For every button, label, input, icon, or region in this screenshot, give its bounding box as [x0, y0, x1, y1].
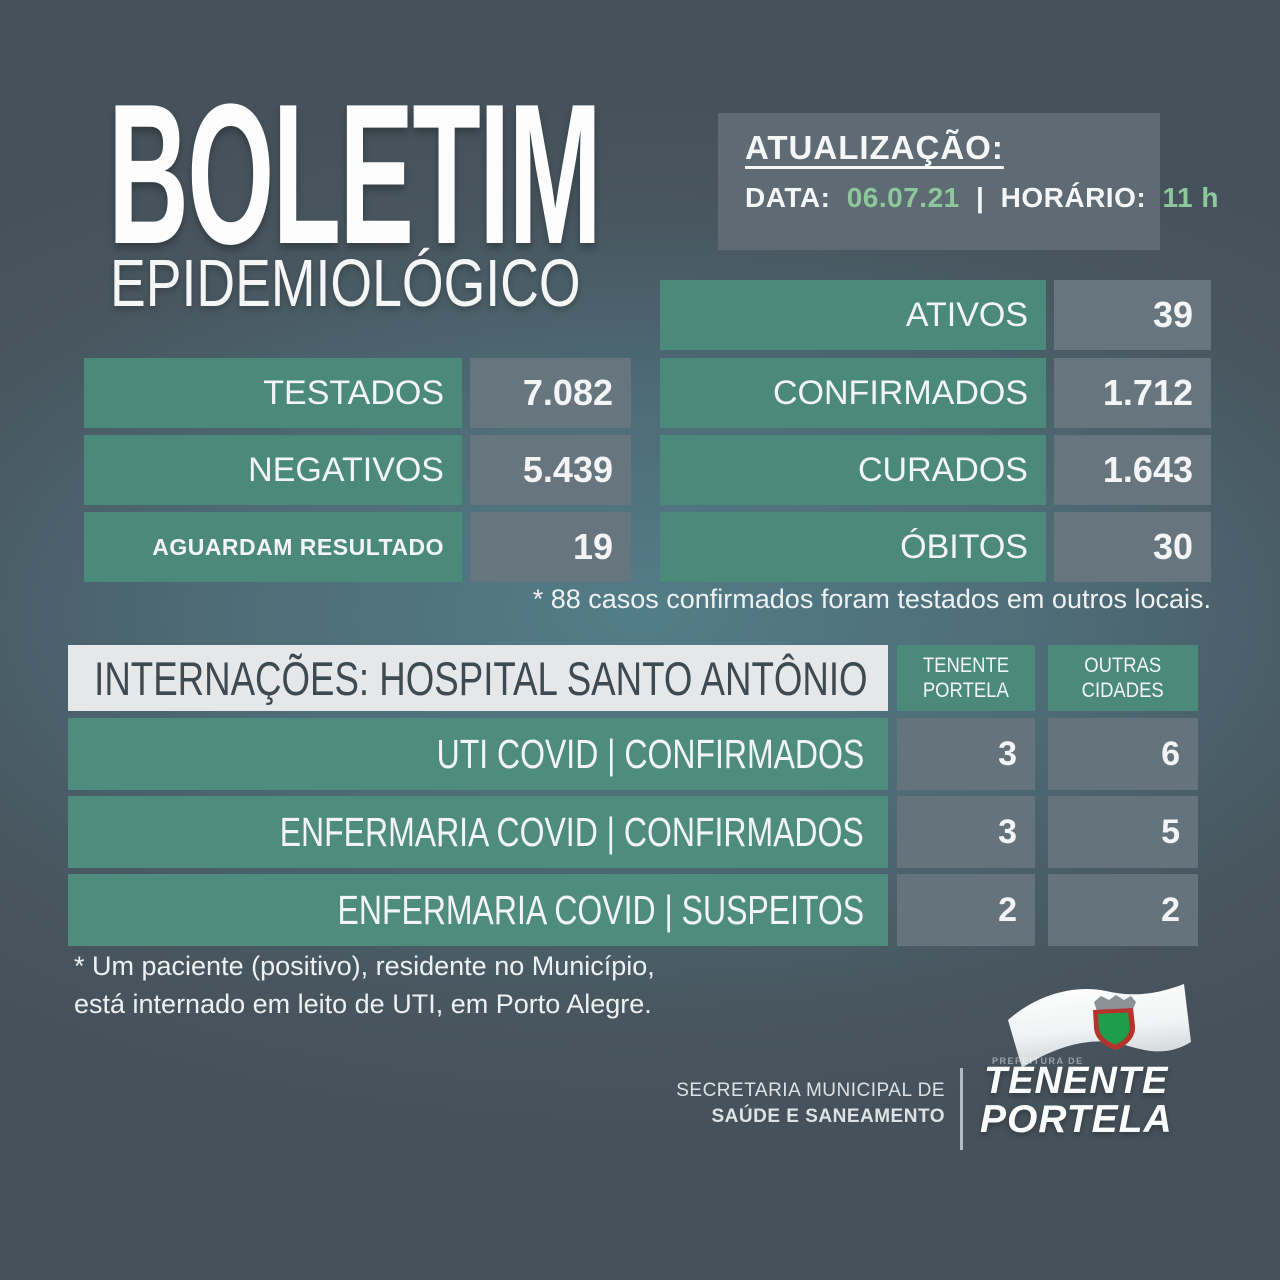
stat-value-curados: 1.643 — [1054, 435, 1211, 505]
stat-label-obitos: ÓBITOS — [660, 512, 1046, 582]
page-title: BOLETIM — [108, 63, 602, 286]
stat-value-testados: 7.082 — [470, 358, 631, 428]
footer-divider — [960, 1068, 963, 1150]
hospital-table-title: INTERNAÇÕES: HOSPITAL SANTO ANTÔNIO — [68, 645, 888, 711]
column-header-tenente-portela: TENENTE PORTELA — [897, 645, 1035, 711]
date-value: 06.07.21 — [846, 182, 960, 213]
prefeitura-de-label: PREFEITURA DE — [992, 1056, 1084, 1066]
uti-porto-alegre-footnote: * Um paciente (positivo), residente no M… — [74, 951, 655, 1019]
logo-tenente: TENENTE — [984, 1060, 1169, 1102]
stat-label-ativos: ATIVOS — [660, 280, 1046, 350]
date-label: DATA: — [745, 182, 831, 213]
table-cell: 3 — [897, 718, 1035, 790]
table-cell: 2 — [897, 874, 1035, 946]
time-value: 11 h — [1162, 182, 1219, 213]
table-cell: 5 — [1048, 796, 1198, 868]
stat-value-aguardam-resultado: 19 — [470, 512, 631, 582]
table-cell: 2 — [1048, 874, 1198, 946]
time-label: HORÁRIO: — [1000, 182, 1147, 213]
update-box: ATUALIZAÇÃO: DATA: 06.07.21 | HORÁRIO: 1… — [718, 113, 1218, 250]
page-subtitle: EPIDEMIOLÓGICO — [110, 246, 581, 321]
stat-value-confirmados: 1.712 — [1054, 358, 1211, 428]
secretaria-text: SECRETARIA MUNICIPAL DE SAÚDE E SANEAMEN… — [676, 1080, 945, 1127]
stat-label-aguardam-resultado: AGUARDAM RESULTADO — [84, 512, 462, 582]
stat-label-negativos: NEGATIVOS — [84, 435, 462, 505]
stat-label-testados: TESTADOS — [84, 358, 462, 428]
table-cell: 3 — [897, 796, 1035, 868]
update-heading: ATUALIZAÇÃO: — [745, 129, 1004, 166]
stat-label-curados: CURADOS — [660, 435, 1046, 505]
table-row-enfermaria-covid-suspeitos: ENFERMARIA COVID | SUSPEITOS — [68, 874, 888, 946]
tested-elsewhere-note: * 88 casos confirmados foram testados em… — [532, 584, 1211, 614]
table-row-uti-covid-confirmados: UTI COVID | CONFIRMADOS — [68, 718, 888, 790]
stat-value-ativos: 39 — [1054, 280, 1211, 350]
tenente-portela-flag-icon — [1008, 984, 1191, 1068]
stat-label-confirmados: CONFIRMADOS — [660, 358, 1046, 428]
column-header-outras-cidades: OUTRAS CIDADES — [1048, 645, 1198, 711]
crown-icon — [1094, 995, 1136, 1011]
datetime-separator: | — [976, 182, 985, 213]
stat-value-negativos: 5.439 — [470, 435, 631, 505]
table-cell: 6 — [1048, 718, 1198, 790]
update-datetime: DATA: 06.07.21 | HORÁRIO: 11 h — [745, 182, 1218, 214]
logo-portela: PORTELA — [980, 1098, 1173, 1141]
stat-value-obitos: 30 — [1054, 512, 1211, 582]
table-row-enfermaria-covid-confirmados: ENFERMARIA COVID | CONFIRMADOS — [68, 796, 888, 868]
